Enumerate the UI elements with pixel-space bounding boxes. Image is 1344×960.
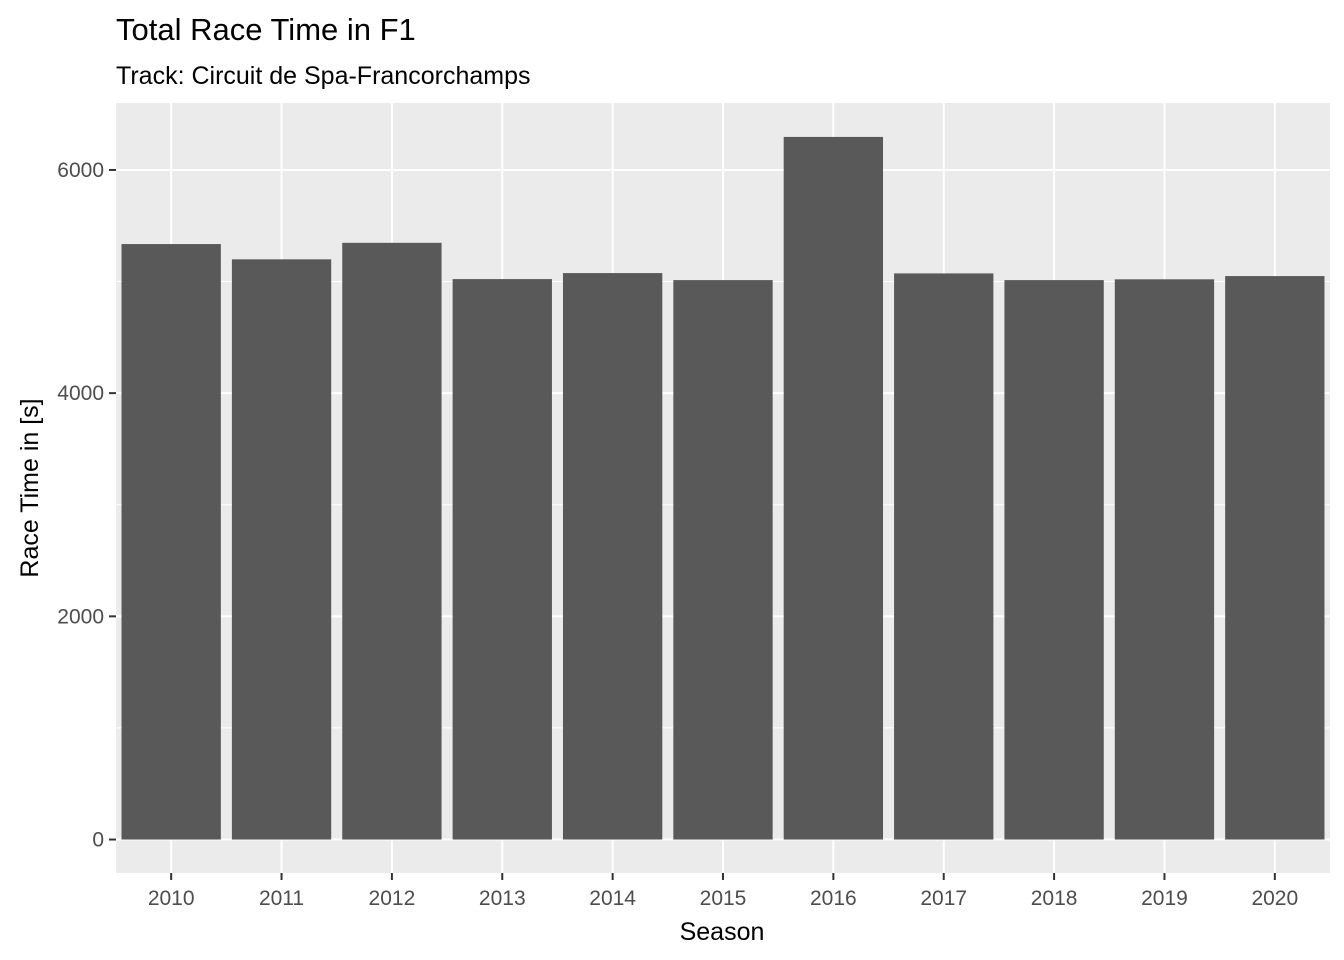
bar-2010 [121, 244, 221, 840]
x-tick-label: 2011 [259, 887, 304, 910]
bar-2017 [894, 273, 994, 840]
bar-2014 [562, 273, 663, 840]
x-axis: 2010 2011 2012 2013 2014 2015 2016 2017 2018 2019… [148, 873, 1298, 910]
bar-2019 [1114, 279, 1215, 840]
bar-2015 [673, 280, 773, 840]
bar-2013 [452, 279, 552, 840]
bar-2016 [783, 136, 884, 840]
y-axis-title: Race Time in [s] [16, 398, 44, 577]
y-axis: 0 2000 4000 6000 [57, 159, 116, 852]
x-tick-label: 2015 [700, 887, 747, 910]
x-tick-label: 2014 [589, 887, 636, 910]
x-tick-label: 2019 [1141, 887, 1188, 910]
x-tick-label: 2010 [148, 887, 195, 910]
bars [121, 136, 1325, 840]
y-tick-label: 2000 [57, 605, 104, 628]
bar-2020 [1225, 276, 1325, 840]
x-tick-label: 2016 [810, 887, 857, 910]
x-axis-title: Season [680, 918, 765, 946]
y-tick-label: 4000 [57, 382, 104, 405]
x-tick-label: 2017 [920, 887, 967, 910]
x-tick-label: 2020 [1251, 887, 1298, 910]
chart-title: Total Race Time in F1 [116, 12, 416, 47]
bar-2012 [342, 242, 442, 840]
x-tick-label: 2012 [369, 887, 416, 910]
y-tick-label: 6000 [57, 159, 104, 182]
bar-2011 [231, 259, 332, 840]
chart-subtitle: Track: Circuit de Spa-Francorchamps [116, 62, 530, 90]
bar-2018 [1004, 280, 1104, 840]
y-tick-label: 0 [92, 829, 104, 852]
x-tick-label: 2013 [479, 887, 526, 910]
x-tick-label: 2018 [1031, 887, 1078, 910]
